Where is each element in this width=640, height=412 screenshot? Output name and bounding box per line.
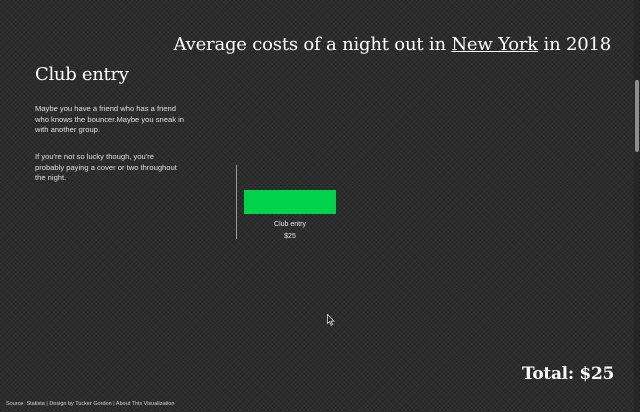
vertical-scrollbar[interactable] xyxy=(634,0,640,412)
city-link[interactable]: New York xyxy=(451,34,538,55)
section-paragraph-2: If you're not so lucky though, you're pr… xyxy=(35,152,177,182)
chart-axis-line xyxy=(236,165,237,239)
bar-value-label: $25 xyxy=(284,233,296,240)
footer: Source: Statista | Design by Tucker Gord… xyxy=(6,401,174,407)
footer-design-credit-link[interactable]: Design by Tucker Gordon xyxy=(49,401,112,407)
bar-club-entry xyxy=(244,190,336,214)
scrollbar-thumb[interactable] xyxy=(635,80,639,152)
footer-about-link[interactable]: About This Visualization xyxy=(115,401,175,407)
title-prefix: Average costs of a night out in xyxy=(173,34,452,55)
footer-separator: | xyxy=(113,401,115,407)
chart-title: Average costs of a night out in New York… xyxy=(173,34,612,55)
section-paragraph-1: Maybe you have a friend who has a friend… xyxy=(35,104,185,134)
footer-source: Source: Statista xyxy=(6,401,45,407)
section-title: Club entry xyxy=(35,64,129,85)
mouse-cursor-icon xyxy=(327,314,335,326)
total-cost: Total: $25 xyxy=(521,364,614,384)
footer-separator: | xyxy=(46,401,48,407)
title-suffix: in 2018 xyxy=(537,34,612,55)
bar-category-label: Club entry xyxy=(274,221,306,228)
